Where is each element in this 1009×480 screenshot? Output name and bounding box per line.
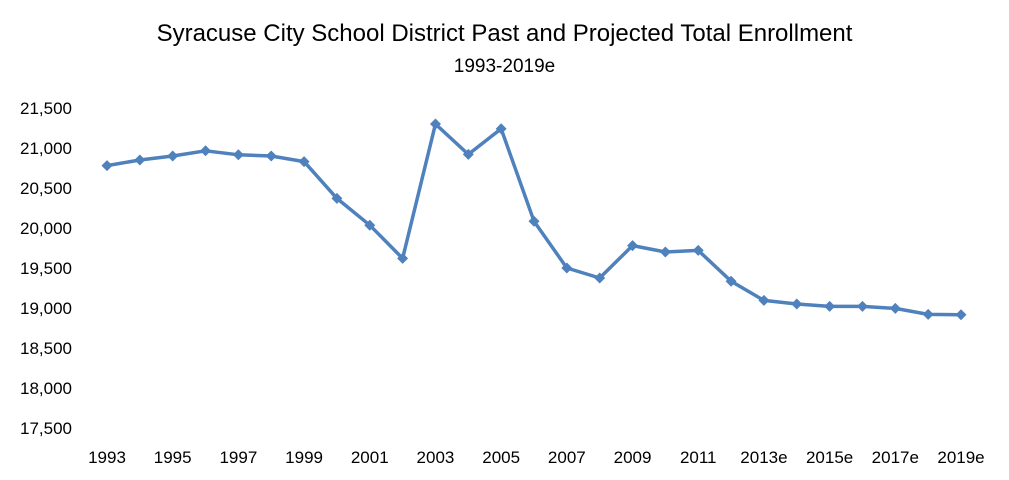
series-layer [101, 118, 967, 321]
x-tick-label: 2003 [417, 448, 455, 467]
data-point [200, 145, 212, 157]
data-point [331, 192, 343, 204]
data-point [232, 149, 244, 161]
y-axis: 17,500 18,000 18,500 19,000 19,500 20,000 20,5… [20, 99, 72, 438]
y-tick-label: 18,000 [20, 379, 72, 398]
x-tick-label: 2005 [482, 448, 520, 467]
data-point [298, 156, 310, 168]
data-point [429, 118, 441, 130]
x-tick-label: 2017e [872, 448, 919, 467]
data-point [725, 275, 737, 287]
data-point [922, 308, 934, 320]
data-point [134, 154, 146, 166]
y-tick-label: 17,500 [20, 419, 72, 438]
data-point [397, 252, 409, 264]
x-tick-label: 2013e [740, 448, 787, 467]
data-point [528, 215, 540, 227]
x-tick-label: 2007 [548, 448, 586, 467]
data-point [594, 272, 606, 284]
x-tick-label: 2011 [680, 448, 717, 467]
data-point [364, 219, 376, 231]
data-point [856, 300, 868, 312]
data-point [265, 150, 277, 162]
data-point [495, 123, 507, 135]
x-tick-label: 1995 [154, 448, 192, 467]
chart-title: Syracuse City School District Past and P… [156, 20, 853, 47]
data-point [889, 302, 901, 314]
x-axis: 1993 1995 1997 1999 2001 2003 2005 2007 2009 2011… [88, 448, 985, 467]
y-tick-label: 21,500 [20, 99, 72, 118]
data-point [167, 150, 179, 162]
x-tick-label: 2019e [937, 448, 984, 467]
data-point [692, 244, 704, 256]
data-point [791, 298, 803, 310]
data-point [101, 160, 113, 172]
y-tick-label: 20,000 [20, 219, 72, 238]
data-point [955, 309, 967, 321]
data-point [659, 246, 671, 258]
data-point [758, 294, 770, 306]
x-tick-label: 1999 [285, 448, 323, 467]
x-tick-label: 2009 [614, 448, 652, 467]
x-tick-label: 1993 [88, 448, 126, 467]
x-tick-label: 1997 [219, 448, 257, 467]
chart-subtitle: 1993-2019e [453, 56, 556, 77]
y-tick-label: 20,500 [20, 179, 72, 198]
x-tick-label: 2015e [806, 448, 853, 467]
y-tick-label: 19,000 [20, 299, 72, 318]
y-tick-label: 19,500 [20, 259, 72, 278]
data-point [627, 240, 639, 252]
data-point [561, 262, 573, 274]
y-tick-label: 18,500 [20, 339, 72, 358]
data-point [462, 148, 474, 160]
x-tick-label: 2001 [351, 448, 389, 467]
data-point [824, 300, 836, 312]
y-tick-label: 21,000 [20, 139, 72, 158]
